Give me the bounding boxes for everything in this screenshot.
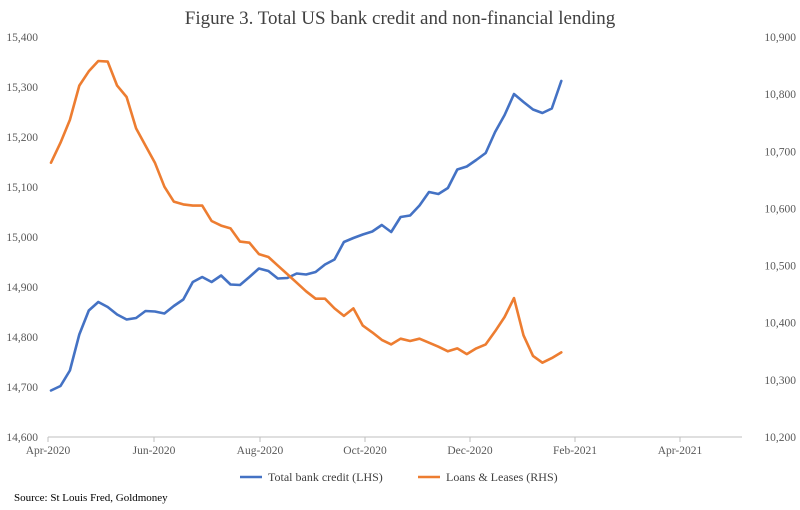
left-tick-label: 15,000 — [6, 232, 38, 244]
right-tick-label: 10,300 — [764, 375, 796, 387]
left-axis-ticks: 14,600 14,700 14,800 14,900 15,000 15,100 15,2… — [6, 32, 38, 444]
series-lines — [49, 59, 563, 392]
right-tick-label: 10,400 — [764, 318, 796, 330]
right-tick-label: 10,700 — [764, 146, 796, 158]
left-tick-label: 15,300 — [6, 82, 38, 94]
left-tick-label: 14,900 — [6, 282, 38, 294]
x-tick-label: Jun-2020 — [133, 445, 176, 457]
source-note: Source: St Louis Fred, Goldmoney — [14, 492, 168, 504]
x-tick-label: Apr-2020 — [26, 445, 71, 457]
right-tick-label: 10,500 — [764, 261, 796, 273]
right-tick-label: 10,200 — [764, 432, 796, 444]
series-line-loans-leases — [49, 59, 563, 365]
chart-title: Figure 3. Total US bank credit and non-f… — [185, 8, 616, 29]
x-tick-label: Aug-2020 — [237, 445, 284, 457]
series-line-total-bank-credit — [49, 79, 563, 392]
x-tick-label: Dec-2020 — [447, 445, 493, 457]
legend-label-total-bank-credit: Total bank credit (LHS) — [268, 470, 383, 484]
left-tick-label: 15,200 — [6, 132, 38, 144]
x-axis-ticks: Apr-2020 Jun-2020 Aug-2020 Oct-2020 Dec-2020… — [26, 437, 703, 457]
left-tick-label: 14,700 — [6, 382, 38, 394]
right-axis-ticks: 10,200 10,300 10,400 10,500 10,600 10,700 10,8… — [764, 32, 796, 444]
left-tick-label: 15,400 — [6, 32, 38, 44]
left-tick-label: 15,100 — [6, 182, 38, 194]
right-tick-label: 10,800 — [764, 89, 796, 101]
x-tick-label: Apr-2021 — [658, 445, 703, 457]
legend-label-loans-leases: Loans & Leases (RHS) — [446, 470, 558, 484]
right-tick-label: 10,600 — [764, 203, 796, 215]
x-tick-label: Feb-2021 — [553, 445, 597, 457]
left-tick-label: 14,600 — [6, 432, 38, 444]
right-tick-label: 10,900 — [764, 32, 796, 44]
legend: Total bank credit (LHS) Loans & Leases (… — [240, 470, 558, 484]
x-tick-label: Oct-2020 — [343, 445, 387, 457]
left-tick-label: 14,800 — [6, 332, 38, 344]
